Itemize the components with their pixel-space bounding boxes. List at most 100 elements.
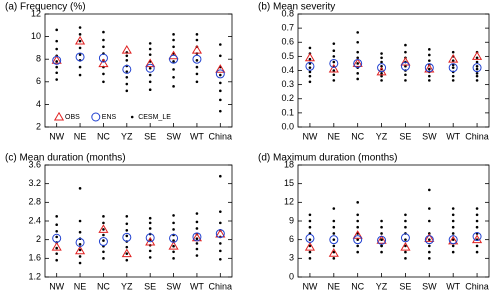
y-tick-label: 18 [284,159,294,169]
x-tick-label: YZ [376,281,388,291]
sample-dot [195,220,199,224]
sample-dot [356,77,359,81]
sample-dot [102,72,105,76]
sample-dot [332,244,336,248]
sample-dot [102,228,105,231]
sample-dot [195,59,199,62]
sample-dot [219,221,222,225]
y-tick-label: 0 [289,271,294,281]
plot-frame [297,13,490,128]
ens-marker [353,235,363,245]
sample-dot [380,72,383,75]
sample-dot [148,88,152,92]
sample-dot [332,207,336,210]
sample-dot [195,80,199,84]
x-tick-label: SE [144,131,156,141]
sample-dot [380,244,383,248]
panel-title: (a) Frequency (%) [5,2,86,13]
sample-dot [195,65,199,69]
sample-dot [148,216,152,220]
sample-dot [380,225,383,229]
plot-frame [44,164,233,278]
obs-marker [376,235,387,244]
sample-dot [380,74,383,78]
sample-dot [195,247,199,251]
sample-dot [475,74,479,78]
ens-marker [52,55,62,65]
y-tick-label: 2.4 [28,215,41,225]
sample-dot [172,250,175,254]
x-tick-label: NW [49,131,64,141]
sample-dot [55,60,58,63]
x-tick-label: NE [74,131,87,141]
sample-dot [380,79,383,82]
sample-dot [125,82,129,86]
sample-dot [78,53,82,56]
sample-dot [102,215,105,218]
y-tick-label: 0.7 [281,23,294,33]
legend-marker [91,112,101,122]
ens-marker [329,235,339,245]
sample-dot [172,244,175,248]
sample-dot [102,221,105,225]
ens-marker [52,233,62,243]
x-tick-label: YZ [376,131,388,141]
sample-dot [332,250,336,254]
x-tick-label: WT [446,281,460,291]
legend-marker [53,111,65,121]
sample-dot [195,33,199,36]
sample-dot [55,223,58,227]
sample-dot [308,238,312,241]
x-tick-label: YZ [121,281,133,291]
y-tick-label: 4 [36,99,41,109]
sample-dot [148,47,152,51]
obs-marker [51,241,62,251]
sample-dot [55,39,58,43]
sample-dot [55,252,58,255]
x-tick-label: NC [97,281,110,291]
obs-marker [98,58,109,68]
y-tick-label: 0.8 [281,8,294,18]
ens-marker [305,233,315,243]
sample-dot [332,238,336,241]
y-tick-label: 3.6 [28,159,41,169]
ens-marker [424,63,434,73]
ens-marker [448,235,458,245]
sample-dot [332,49,336,53]
sample-dot [78,46,82,50]
sample-dot [332,42,336,45]
legend-label: OBS [65,114,80,121]
sample-dot [55,246,58,250]
sample-dot [219,174,222,178]
sample-dot [78,261,82,265]
sample-dot [451,79,455,82]
ens-marker [472,232,482,242]
sample-dot [55,229,58,233]
ens-marker [192,54,202,64]
ens-marker [472,63,482,73]
plot-frame [297,164,490,278]
ens-marker [122,232,132,242]
obs-marker [304,52,316,62]
sample-dot [475,207,479,210]
sample-dot [380,232,383,235]
sample-dot [195,72,199,76]
sample-dot [125,229,129,232]
x-tick-label: NE [328,281,341,291]
sample-dot [195,38,199,42]
y-tick-label: 0.6 [281,37,294,47]
sample-dot [102,257,105,260]
sample-dot [451,219,455,223]
sample-dot [308,46,312,50]
sample-dot [332,60,336,64]
sample-dot [308,213,312,217]
sample-dot [148,80,152,84]
panel-title: (c) Mean duration (months) [5,153,126,164]
x-tick-label: China [465,131,489,141]
sample-dot [148,227,152,230]
sample-dot [308,244,312,248]
y-tick-label: 12 [31,8,41,18]
sample-dot [428,250,431,254]
sample-dot [475,56,479,60]
